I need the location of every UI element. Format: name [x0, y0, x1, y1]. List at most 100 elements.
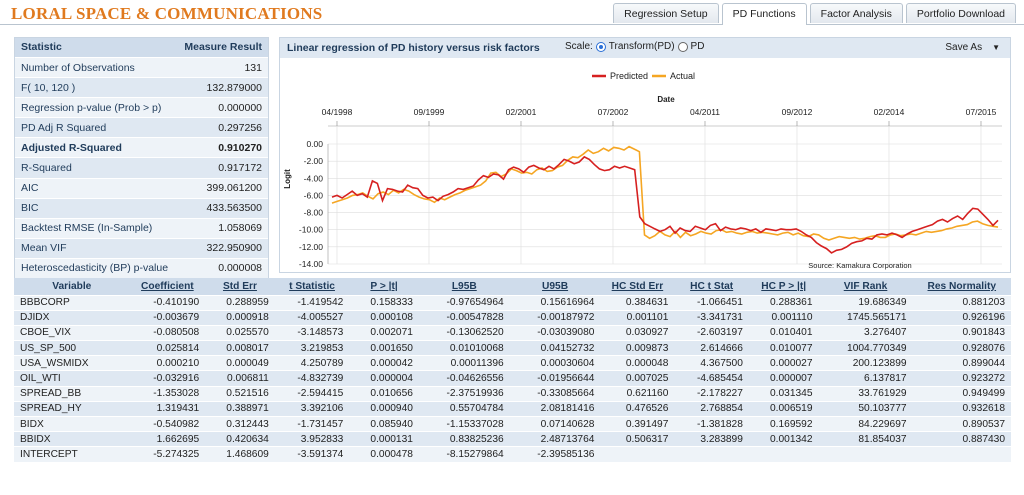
tab-pd-functions[interactable]: PD Functions — [721, 3, 807, 25]
table-row: INTERCEPT -5.274325 1.468609 -3.591374 0.000… — [14, 446, 1011, 463]
table-row: OIL_WTI -0.032916 0.006811 -4.832739 0.00000… — [14, 370, 1011, 387]
table-cell: -2.594415 — [274, 385, 350, 402]
table-cell: 0.001110 — [748, 309, 819, 326]
tab-factor-analysis[interactable]: Factor Analysis — [809, 3, 903, 23]
table-cell: 0.07140628 — [509, 415, 601, 432]
stat-value: 132.879000 — [206, 81, 262, 94]
variable-name: BBBCORP — [14, 294, 130, 311]
table-cell: 0.83825236 — [418, 431, 510, 447]
page-title: LORAL SPACE & COMMUNICATIONS — [11, 4, 323, 23]
tab-portfolio-download[interactable]: Portfolio Download — [905, 3, 1016, 23]
stat-value: 0.297256 — [218, 121, 262, 134]
stat-row: Backtest RMSE (In-Sample) 1.058069 — [15, 217, 268, 238]
table-cell: 0.881203 — [912, 294, 1011, 311]
table-cell: 0.009873 — [600, 340, 675, 356]
table-cell: 3.276407 — [818, 324, 913, 341]
stat-value: 1.058069 — [218, 222, 262, 235]
stat-row: PD Adj R Squared 0.297256 — [15, 117, 268, 138]
table-cell: 0.923272 — [912, 370, 1011, 387]
column-header: Variable — [14, 278, 130, 295]
measure-column-header: Measure Result — [184, 41, 262, 53]
table-cell: 0.000918 — [205, 309, 275, 326]
table-cell: -4.832739 — [274, 370, 350, 387]
table-cell: -1.381828 — [674, 415, 749, 432]
column-header[interactable]: VIF Rank — [818, 278, 913, 295]
table-row: BBIDX 1.662695 0.420634 3.952833 0.000131 0.8… — [14, 431, 1011, 447]
pd-radio[interactable] — [677, 41, 688, 52]
x-tick-label: 02/2001 — [506, 107, 537, 117]
stat-label: AIC — [21, 182, 39, 195]
table-cell: 0.010656 — [349, 385, 419, 402]
table-cell: 0.001650 — [349, 340, 419, 356]
save-as-label[interactable]: Save As — [945, 42, 983, 53]
table-cell: 2.614666 — [674, 340, 749, 356]
stat-value: 322.950900 — [206, 242, 262, 255]
stat-row: Mean VIF 322.950900 — [15, 237, 268, 258]
x-tick-label: 09/2012 — [782, 107, 813, 117]
chevron-down-icon[interactable]: ▼ — [992, 43, 1000, 52]
save-as-dropdown[interactable]: Save As ▼ — [945, 42, 1000, 53]
table-row: US_SP_500 0.025814 0.008017 3.219853 0.00165… — [14, 340, 1011, 356]
tab-regression-setup[interactable]: Regression Setup — [613, 3, 719, 23]
table-cell: -5.274325 — [129, 446, 206, 463]
column-header[interactable]: HC t Stat — [674, 278, 749, 295]
table-cell: 84.229697 — [818, 415, 913, 432]
variable-name: OIL_WTI — [14, 370, 130, 387]
table-cell: 0.899044 — [912, 355, 1011, 371]
table-row: USA_WSMIDX 0.000210 0.000049 4.250789 0.0000… — [14, 355, 1011, 371]
stat-label: Mean VIF — [21, 242, 67, 255]
table-cell: -1.15337028 — [418, 415, 510, 432]
pd-label[interactable]: PD — [690, 41, 705, 52]
column-header[interactable]: U95B — [509, 278, 601, 295]
table-cell: 0.085940 — [349, 415, 419, 432]
table-cell: 81.854037 — [818, 431, 913, 447]
stat-label: Heteroscedasticity (BP) p-value — [21, 262, 169, 275]
stat-row: Regression p-value (Prob > p) 0.000000 — [15, 97, 268, 118]
stat-row: AIC 399.061200 — [15, 177, 268, 198]
column-header[interactable]: P > |t| — [349, 278, 419, 295]
statistic-column-header: Statistic — [21, 41, 62, 53]
table-cell: 3.952833 — [274, 431, 350, 447]
table-cell: 0.55704784 — [418, 400, 510, 417]
table-cell: 0.007025 — [600, 370, 675, 387]
table-cell: 2.768854 — [674, 400, 749, 417]
table-cell: -0.00547828 — [418, 309, 510, 326]
column-header[interactable]: L95B — [418, 278, 510, 295]
table-cell: 0.388971 — [205, 400, 275, 417]
x-tick-label: 07/2015 — [966, 107, 997, 117]
table-cell: 50.103777 — [818, 400, 913, 417]
table-cell: -0.03039080 — [509, 324, 601, 341]
stat-row: Number of Observations 131 — [15, 57, 268, 78]
table-cell: -1.419542 — [274, 294, 350, 311]
column-header[interactable]: Res Normality — [912, 278, 1011, 295]
chart-panel: Linear regression of PD history versus r… — [279, 37, 1011, 273]
stat-label: Number of Observations — [21, 61, 135, 74]
table-cell: 0.384631 — [600, 294, 675, 311]
table-cell: -0.080508 — [129, 324, 206, 341]
column-header[interactable]: HC Std Err — [600, 278, 675, 295]
stat-row: Heteroscedasticity (BP) p-value 0.000008 — [15, 257, 268, 279]
variable-name: US_SP_500 — [14, 340, 130, 356]
stat-row: Adjusted R-Squared 0.910270 — [15, 137, 268, 158]
column-header[interactable]: t Statistic — [274, 278, 350, 295]
tab-bar: Regression Setup PD Functions Factor Ana… — [613, 3, 1016, 25]
variable-name: SPREAD_HY — [14, 400, 130, 417]
table-cell: 0.932618 — [912, 400, 1011, 417]
column-header[interactable]: Std Err — [205, 278, 275, 295]
table-cell: 0.288959 — [205, 294, 275, 311]
column-header[interactable]: Coefficient — [129, 278, 206, 295]
transform-pd-radio[interactable] — [595, 41, 606, 52]
table-cell: -3.591374 — [274, 446, 350, 463]
variable-name: USA_WSMIDX — [14, 355, 130, 371]
table-cell: 0.169592 — [748, 415, 819, 432]
transform-pd-label[interactable]: Transform(PD) — [608, 41, 675, 52]
table-cell: -2.178227 — [674, 385, 749, 402]
table-cell — [600, 446, 675, 463]
table-cell: -0.410190 — [129, 294, 206, 311]
table-cell: 0.506317 — [600, 431, 675, 447]
x-axis-label: Date — [657, 95, 675, 104]
table-cell — [748, 446, 819, 463]
column-header[interactable]: HC P > |t| — [748, 278, 819, 295]
table-cell: 2.08181416 — [509, 400, 601, 417]
table-cell: 0.890537 — [912, 415, 1011, 432]
